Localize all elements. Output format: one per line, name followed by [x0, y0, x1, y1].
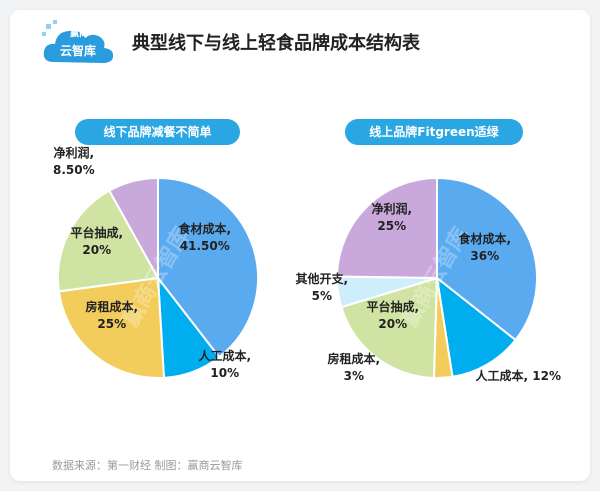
slice-label-1-4: 其他开支, 5% — [296, 271, 349, 305]
slice-label-value: 41.50% — [179, 239, 230, 253]
slice-label-name: 其他开支, — [295, 272, 349, 286]
slice-label-1-1: 人工成本, 12% — [476, 368, 561, 385]
page-title: 典型线下与线上轻食品牌成本结构表 — [132, 33, 420, 54]
left-chart-title: 线下品牌减餐不简单 — [75, 119, 240, 145]
slice-label-value: 25% — [97, 317, 127, 331]
slice-label-name: 房租成本, — [85, 300, 139, 314]
slice-label-1-5: 净利润, 25% — [372, 201, 413, 235]
slice-label-value: 10% — [210, 366, 240, 380]
pie-slice-0-3 — [57, 189, 160, 293]
logo-text-top: 赢商 — [70, 29, 89, 39]
slice-label-name: 食材成本, — [178, 222, 232, 236]
source-note: 数据来源：第一财经 制图：赢商云智库 — [52, 459, 243, 472]
logo: 赢商 云智库 — [40, 18, 118, 70]
logo-text-main: 云智库 — [60, 44, 97, 58]
slice-label-0-1: 人工成本, 10% — [199, 348, 252, 382]
slice-label-1-2: 房租成本, 3% — [328, 351, 381, 385]
slice-label-name: 人工成本, — [198, 349, 252, 363]
slice-label-name: 净利润, — [53, 146, 95, 160]
slice-label-1-0: 食材成本, 36% — [459, 231, 512, 265]
cloud-logo-icon — [42, 20, 114, 63]
slice-label-value: 20% — [378, 317, 408, 331]
slice-label-0-2: 房租成本, 25% — [86, 299, 139, 333]
slice-label-name: 平台抽成, — [366, 300, 420, 314]
slice-label-0-4: 净利润, 8.50% — [53, 145, 95, 179]
pie-slice-1-0 — [436, 176, 538, 342]
slice-label-value: 8.50% — [53, 163, 95, 177]
right-chart-title: 线上品牌Fitgreen适绿 — [345, 119, 523, 145]
slice-label-0-0: 食材成本, 41.50% — [179, 221, 232, 255]
slice-label-1-3: 平台抽成, 20% — [367, 299, 420, 333]
pie-slice-0-2 — [57, 276, 166, 379]
pie-slice-1-1 — [435, 275, 517, 378]
slice-label-name: 平台抽成, — [70, 226, 124, 240]
slice-label-name: 净利润, — [371, 202, 413, 216]
slice-label-name: 房租成本, — [327, 352, 381, 366]
slice-label-0-3: 平台抽成, 20% — [71, 225, 124, 259]
slice-label-value: 20% — [82, 243, 112, 257]
pie-slice-0-4 — [107, 176, 159, 282]
slice-label-value: 25% — [377, 219, 407, 233]
slice-label-value: 12% — [528, 368, 561, 383]
pie-slice-1-3 — [340, 276, 439, 379]
slice-label-value: 5% — [311, 289, 332, 303]
slice-label-value: 3% — [343, 369, 364, 383]
slice-label-name: 人工成本, — [475, 368, 529, 383]
pie-slice-0-0 — [157, 176, 259, 359]
slice-label-value: 36% — [470, 249, 500, 263]
pie-slice-1-5 — [335, 176, 438, 280]
slice-label-name: 食材成本, — [458, 232, 512, 246]
